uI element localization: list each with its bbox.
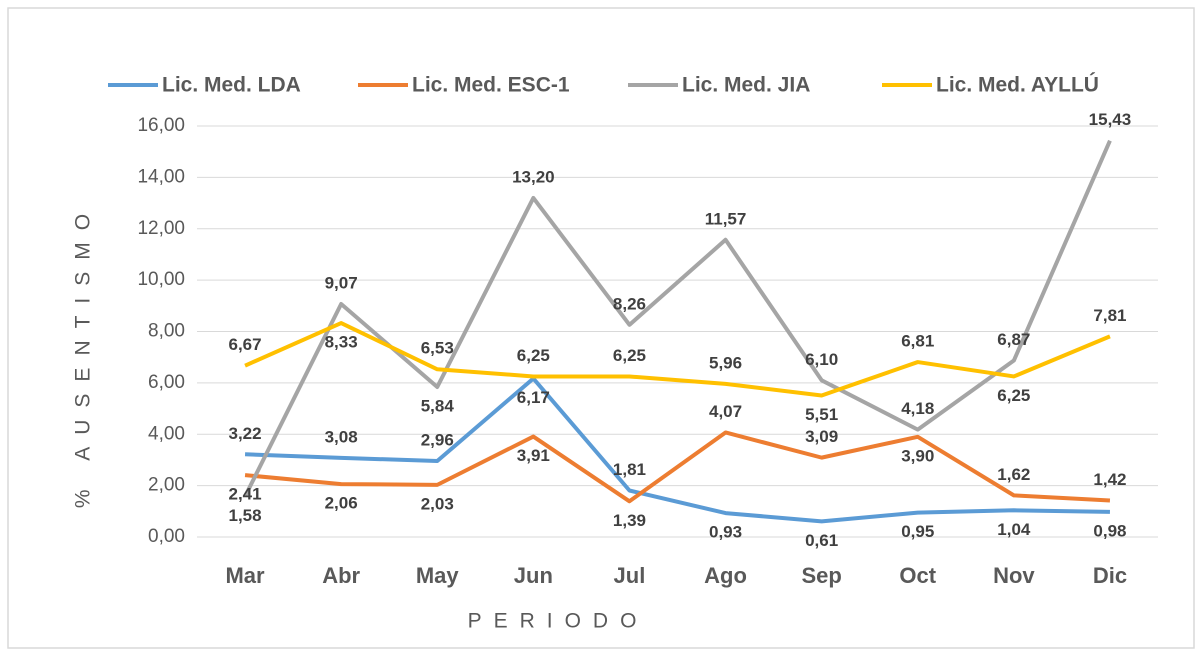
y-tick-label: 16,00 [137, 115, 185, 136]
data-label: 3,22 [229, 424, 262, 443]
x-tick-label: May [416, 563, 460, 588]
data-label: 5,96 [709, 353, 742, 372]
data-label: 3,08 [325, 427, 358, 446]
data-label: 8,26 [613, 294, 646, 313]
y-tick-label: 0,00 [148, 526, 185, 547]
data-label: 1,62 [997, 465, 1030, 484]
data-label: 2,96 [421, 430, 454, 449]
series-line [244, 376, 1110, 524]
data-label: 6,10 [805, 350, 838, 369]
data-label: 6,17 [517, 388, 550, 407]
y-tick-label: 8,00 [148, 321, 185, 342]
x-tick-label: Sep [801, 563, 841, 588]
data-label: 4,07 [709, 402, 742, 421]
data-label: 2,06 [325, 494, 358, 513]
data-label: 11,57 [705, 209, 747, 228]
x-axis-label: PERIODO [468, 610, 649, 633]
data-label: 6,67 [229, 335, 262, 354]
data-label: 6,81 [901, 332, 934, 351]
y-axis-label: % AUSENTISMO [72, 202, 95, 508]
y-tick-label: 6,00 [148, 372, 185, 393]
data-label: 2,41 [229, 485, 262, 504]
data-label: 6,87 [997, 330, 1030, 349]
data-label: 1,04 [997, 520, 1031, 539]
x-tick-label: Jul [614, 563, 646, 588]
data-label: 0,61 [805, 531, 838, 550]
series-line [244, 321, 1111, 398]
x-tick-label: Abr [322, 563, 360, 588]
data-label: 0,98 [1093, 521, 1126, 540]
legend-label: Lic. Med. AYLLÚ [936, 73, 1099, 97]
data-label: 1,39 [613, 511, 646, 530]
data-label: 7,81 [1093, 306, 1126, 325]
x-tick-label: Ago [704, 563, 747, 588]
data-label: 9,07 [325, 273, 358, 292]
data-label: 0,95 [901, 522, 934, 541]
data-label: 6,25 [997, 386, 1030, 405]
series-line [244, 430, 1111, 504]
data-label: 1,42 [1093, 470, 1126, 489]
data-label: 6,53 [421, 339, 454, 358]
x-tick-label: Jun [514, 563, 553, 588]
data-label: 15,43 [1089, 110, 1132, 129]
chart-frame [7, 7, 1195, 649]
data-label: 1,58 [229, 506, 262, 525]
y-tick-label: 2,00 [148, 475, 185, 496]
y-tick-label: 4,00 [148, 423, 185, 444]
y-tick-label: 14,00 [137, 166, 185, 187]
data-label: 8,33 [325, 333, 358, 352]
data-label: 2,03 [421, 494, 454, 513]
x-tick-label: Dic [1093, 563, 1127, 588]
x-tick-label: Nov [993, 563, 1035, 588]
data-label: 3,09 [805, 427, 838, 446]
x-tick-label: Mar [225, 563, 265, 588]
data-label: 6,25 [517, 346, 550, 365]
data-label: 3,91 [517, 446, 550, 465]
data-label: 3,90 [901, 446, 934, 465]
data-label: 4,18 [901, 399, 934, 418]
data-label: 13,20 [512, 167, 555, 186]
y-tick-label: 10,00 [137, 269, 185, 290]
data-label: 5,84 [421, 396, 455, 415]
x-tick-label: Oct [899, 563, 936, 588]
legend-label: Lic. Med. ESC-1 [412, 74, 570, 97]
data-label: 6,25 [613, 346, 646, 365]
legend-label: Lic. Med. JIA [682, 74, 810, 97]
legend-label: Lic. Med. LDA [162, 74, 301, 97]
y-tick-label: 12,00 [137, 218, 185, 239]
data-label: 1,81 [613, 460, 646, 479]
data-label: 0,93 [709, 523, 742, 542]
data-label: 5,51 [805, 405, 838, 424]
